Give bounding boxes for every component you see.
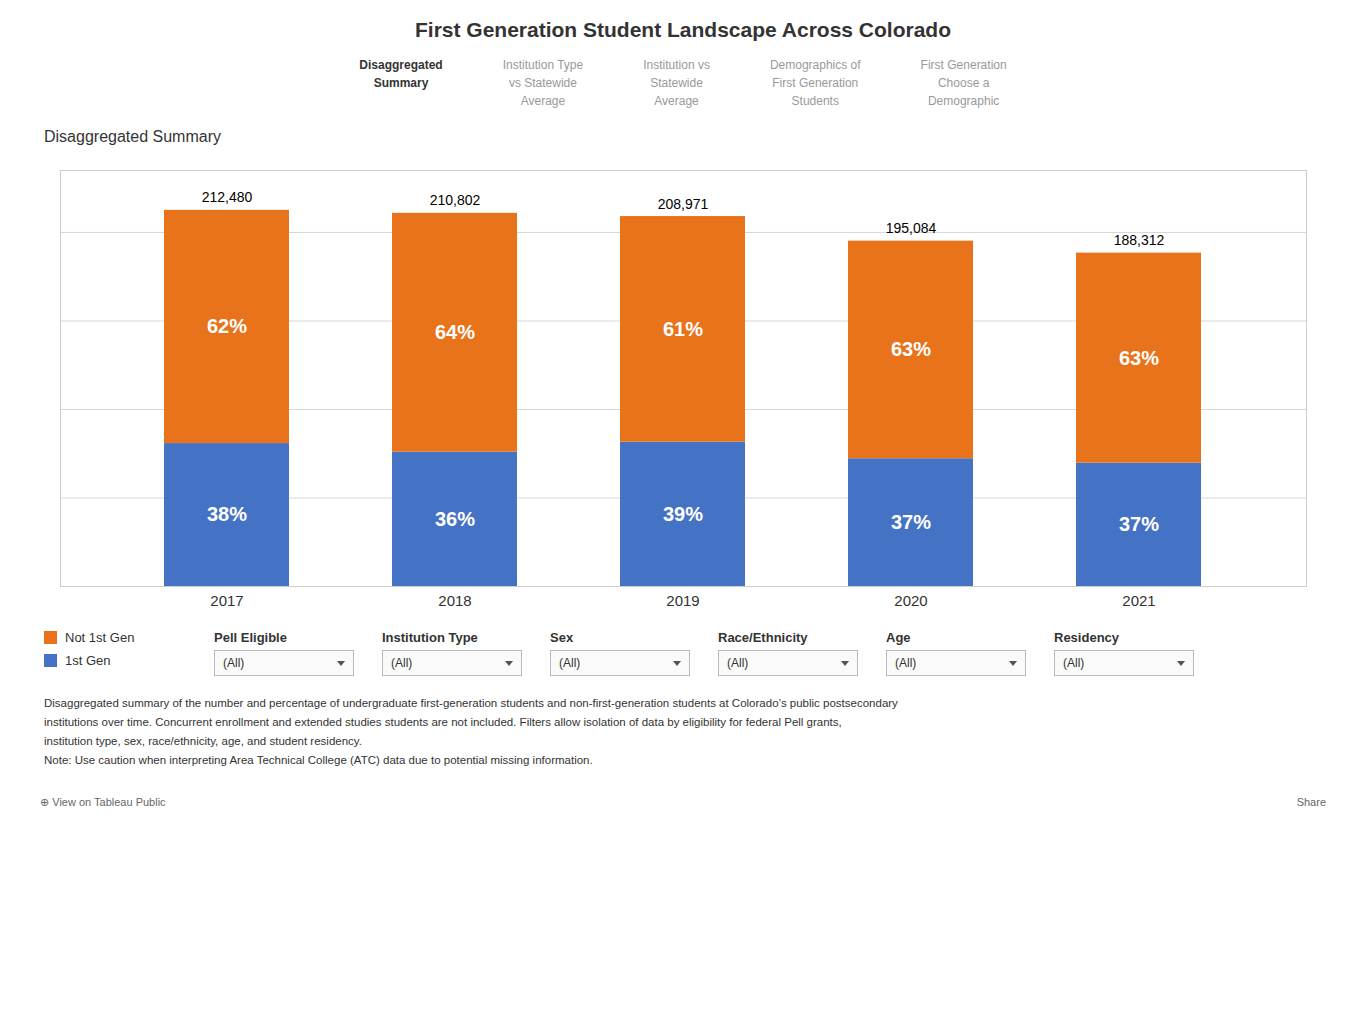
svg-text:37%: 37% [891, 511, 931, 533]
html-text:Disaggregated Summary: Disaggregated Summary [44, 128, 221, 145]
svg-text:63%: 63% [891, 338, 931, 360]
html-text:Disaggregated Summary: Disaggregated Summary [359, 58, 443, 90]
svg-text:2021: 2021 [1122, 592, 1155, 609]
html-text:Sex: Sex [550, 630, 574, 645]
html-text:Race/Ethnicity: Race/Ethnicity [718, 630, 808, 645]
html-text:Pell Eligible: Pell Eligible [214, 630, 287, 645]
html-text:⊕ View on Tableau Public: ⊕ View on Tableau Public [40, 795, 166, 808]
svg-text:38%: 38% [207, 503, 247, 525]
html-text:First Generation Student Lands: First Generation Student Landscape Acros… [415, 18, 951, 41]
html-text:(All): (All) [391, 656, 413, 670]
html-text:(All): (All) [1063, 656, 1085, 670]
svg-text:212,480: 212,480 [202, 189, 253, 205]
svg-text:39%: 39% [663, 503, 703, 525]
svg-text:188,312: 188,312 [1114, 232, 1165, 248]
html-text:Share: Share [1296, 795, 1326, 808]
svg-text:37%: 37% [1119, 513, 1159, 535]
svg-text:195,084: 195,084 [886, 220, 937, 236]
html-text:institution type, sex, race/et: institution type, sex, race/ethnicity, a… [44, 734, 362, 747]
svg-text:2017: 2017 [210, 592, 243, 609]
html-text:institutions over time. Concur: institutions over time. Concurrent enrol… [44, 716, 842, 728]
html-text:Institution vs Statewide Avera: Institution vs Statewide Average [643, 58, 710, 108]
html-text:Age: Age [886, 630, 911, 645]
html-text:First Generation Choose a Demo: First Generation Choose a Demographic [920, 58, 1007, 108]
svg-text:64%: 64% [435, 321, 475, 343]
html-text:Not 1st Gen: Not 1st Gen [65, 630, 135, 645]
html-text:(All): (All) [223, 656, 245, 670]
html-text:Residency: Residency [1054, 630, 1119, 645]
svg-text:63%: 63% [1119, 347, 1159, 369]
html-text:Disaggregated summary of the n: Disaggregated summary of the number and … [44, 697, 898, 709]
svg-text:36%: 36% [435, 508, 475, 530]
svg-text:2020: 2020 [894, 592, 927, 609]
html-text:Institution Type: Institution Type [382, 630, 478, 645]
svg-text:61%: 61% [663, 318, 703, 340]
html-text:(All): (All) [727, 656, 749, 670]
svg-text:210,802: 210,802 [430, 192, 481, 208]
html-text:1st Gen: 1st Gen [65, 653, 111, 668]
html-text:Note: Use caution when interpr: Note: Use caution when interpreting Area… [44, 753, 593, 766]
html-text:Institution Type vs Statewide: Institution Type vs Statewide Average [502, 58, 584, 108]
svg-text:2019: 2019 [666, 592, 699, 609]
svg-text:2018: 2018 [438, 592, 471, 609]
svg-text:62%: 62% [207, 315, 247, 337]
html-text:(All): (All) [559, 656, 581, 670]
html-text:Demographics of First Generati: Demographics of First Generation Student… [769, 58, 861, 108]
svg-text:208,971: 208,971 [658, 196, 709, 212]
html-text:(All): (All) [895, 656, 917, 670]
